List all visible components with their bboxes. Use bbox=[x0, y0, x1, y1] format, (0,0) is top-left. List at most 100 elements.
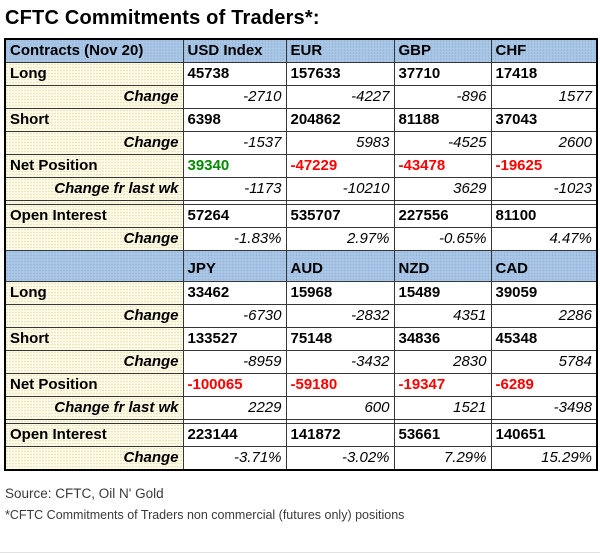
table-row: Short 133527 75148 34836 45348 bbox=[4, 327, 598, 351]
data-cell: 33462 bbox=[182, 281, 287, 305]
table-row: Change -6730 -2832 4351 2286 bbox=[4, 304, 598, 328]
footer: Source: CFTC, Oil N' Gold *CFTC Commitme… bbox=[5, 485, 600, 523]
table-row: Net Position -100065 -59180 -19347 -6289 bbox=[4, 373, 598, 397]
data-cell: -19347 bbox=[393, 373, 492, 397]
data-cell: 2830 bbox=[393, 350, 492, 374]
table-row: Change -1.83% 2.97% -0.65% 4.47% bbox=[4, 227, 598, 251]
page: { "chart_data": { "type": "table", "titl… bbox=[0, 6, 600, 553]
data-cell: -3432 bbox=[285, 350, 395, 374]
column-header: JPY bbox=[182, 250, 287, 282]
data-cell: -896 bbox=[393, 85, 492, 109]
row-label: Change fr last wk bbox=[4, 396, 184, 420]
cot-table-container: Contracts (Nov 20) USD Index EUR GBP CHF Long… bbox=[0, 38, 600, 471]
header-row: JPY AUD NZD CAD bbox=[4, 250, 598, 282]
column-header: NZD bbox=[393, 250, 492, 282]
data-cell: -1537 bbox=[182, 131, 287, 155]
data-cell: 81100 bbox=[490, 204, 598, 228]
data-cell: 17418 bbox=[490, 62, 598, 86]
row-label: Change bbox=[4, 85, 184, 109]
data-cell: -1.83% bbox=[182, 227, 287, 251]
row-label: Open Interest bbox=[4, 204, 184, 228]
data-cell: -6289 bbox=[490, 373, 598, 397]
row-label: Change bbox=[4, 446, 184, 471]
data-cell: 15.29% bbox=[490, 446, 598, 471]
data-cell: -3.71% bbox=[182, 446, 287, 471]
data-cell: -2710 bbox=[182, 85, 287, 109]
column-header: AUD bbox=[285, 250, 395, 282]
data-cell: 39340 bbox=[182, 154, 287, 178]
data-cell: -59180 bbox=[285, 373, 395, 397]
table-row: Change -3.71% -3.02% 7.29% 15.29% bbox=[4, 446, 598, 471]
data-cell: -2832 bbox=[285, 304, 395, 328]
data-cell: -8959 bbox=[182, 350, 287, 374]
data-cell: 57264 bbox=[182, 204, 287, 228]
row-label: Change bbox=[4, 227, 184, 251]
table-row: Change -1537 5983 -4525 2600 bbox=[4, 131, 598, 155]
data-cell: 1577 bbox=[490, 85, 598, 109]
data-cell: 6398 bbox=[182, 108, 287, 132]
row-label: Short bbox=[4, 108, 184, 132]
table-row: Long 33462 15968 15489 39059 bbox=[4, 281, 598, 305]
table-row: Open Interest 223144 141872 53661 140651 bbox=[4, 423, 598, 447]
table-row: Short 6398 204862 81188 37043 bbox=[4, 108, 598, 132]
data-cell: -1023 bbox=[490, 177, 598, 201]
header-row: Contracts (Nov 20) USD Index EUR GBP CHF bbox=[4, 38, 598, 63]
column-header: Contracts (Nov 20) bbox=[4, 38, 184, 63]
column-header: CHF bbox=[490, 38, 598, 63]
data-cell: -43478 bbox=[393, 154, 492, 178]
data-cell: 535707 bbox=[285, 204, 395, 228]
row-label: Net Position bbox=[4, 373, 184, 397]
data-cell: 2.97% bbox=[285, 227, 395, 251]
row-label: Net Position bbox=[4, 154, 184, 178]
data-cell: -19625 bbox=[490, 154, 598, 178]
data-cell: 75148 bbox=[285, 327, 395, 351]
data-cell: 157633 bbox=[285, 62, 395, 86]
data-cell: 39059 bbox=[490, 281, 598, 305]
data-cell: 37710 bbox=[393, 62, 492, 86]
data-cell: 3629 bbox=[393, 177, 492, 201]
data-cell: 2600 bbox=[490, 131, 598, 155]
source-text: Source: CFTC, Oil N' Gold bbox=[5, 486, 164, 501]
column-header: EUR bbox=[285, 38, 395, 63]
data-cell: -3498 bbox=[490, 396, 598, 420]
data-cell: -4227 bbox=[285, 85, 395, 109]
data-cell: 204862 bbox=[285, 108, 395, 132]
data-cell: 4351 bbox=[393, 304, 492, 328]
data-cell: -100065 bbox=[182, 373, 287, 397]
data-cell: 141872 bbox=[285, 423, 395, 447]
data-cell: 133527 bbox=[182, 327, 287, 351]
data-cell: -10210 bbox=[285, 177, 395, 201]
data-cell: 5983 bbox=[285, 131, 395, 155]
row-label: Short bbox=[4, 327, 184, 351]
data-cell: 45348 bbox=[490, 327, 598, 351]
table-row: Change fr last wk 2229 600 1521 -3498 bbox=[4, 396, 598, 420]
row-label: Change bbox=[4, 131, 184, 155]
data-cell: 15968 bbox=[285, 281, 395, 305]
data-cell: 5784 bbox=[490, 350, 598, 374]
row-label: Change fr last wk bbox=[4, 177, 184, 201]
data-cell: 1521 bbox=[393, 396, 492, 420]
data-cell: -47229 bbox=[285, 154, 395, 178]
data-cell: 227556 bbox=[393, 204, 492, 228]
data-cell: -0.65% bbox=[393, 227, 492, 251]
cot-table: Contracts (Nov 20) USD Index EUR GBP CHF Long… bbox=[4, 38, 598, 471]
data-cell: 53661 bbox=[393, 423, 492, 447]
column-header: CAD bbox=[490, 250, 598, 282]
table-row: Open Interest 57264 535707 227556 81100 bbox=[4, 204, 598, 228]
row-label: Long bbox=[4, 62, 184, 86]
data-cell: 34836 bbox=[393, 327, 492, 351]
row-label: Long bbox=[4, 281, 184, 305]
data-cell: 140651 bbox=[490, 423, 598, 447]
table-row: Net Position 39340 -47229 -43478 -19625 bbox=[4, 154, 598, 178]
table-row: Change -8959 -3432 2830 5784 bbox=[4, 350, 598, 374]
data-cell: -3.02% bbox=[285, 446, 395, 471]
data-cell: 223144 bbox=[182, 423, 287, 447]
page-title: CFTC Commitments of Traders*: bbox=[5, 7, 320, 29]
data-cell: 15489 bbox=[393, 281, 492, 305]
footnote-text: *CFTC Commitments of Traders non commerc… bbox=[5, 508, 405, 522]
data-cell: -1173 bbox=[182, 177, 287, 201]
data-cell: 81188 bbox=[393, 108, 492, 132]
data-cell: 4.47% bbox=[490, 227, 598, 251]
data-cell: -6730 bbox=[182, 304, 287, 328]
table-row: Change fr last wk -1173 -10210 3629 -1023 bbox=[4, 177, 598, 201]
